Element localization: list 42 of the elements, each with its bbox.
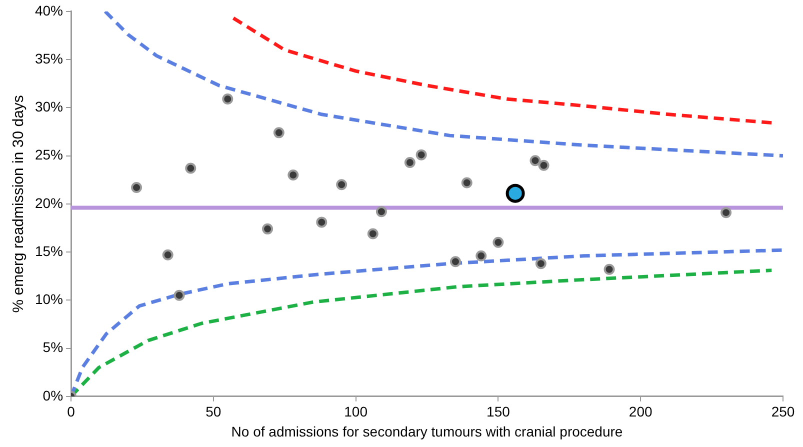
y-tick-label: 35% xyxy=(34,50,64,66)
point xyxy=(336,179,348,190)
y-tick-label: 30% xyxy=(34,98,64,115)
point xyxy=(506,184,525,203)
point xyxy=(492,236,504,248)
x-tick-label: 50 xyxy=(206,404,222,420)
x-tick-label: 0 xyxy=(67,404,76,420)
point xyxy=(538,160,550,171)
point xyxy=(720,207,732,218)
y-tick-label: 20% xyxy=(34,194,64,211)
x-tick-label: 200 xyxy=(628,404,652,420)
point xyxy=(174,290,185,301)
x-tick-label: 100 xyxy=(344,404,368,420)
point xyxy=(450,256,461,268)
x-axis-title: No of admissions for secondary tumours with cranial procedure xyxy=(231,423,623,440)
point xyxy=(222,93,234,104)
point xyxy=(131,182,142,194)
x-tick-label: 250 xyxy=(771,404,795,420)
point xyxy=(476,250,487,262)
y-tick-label: 5% xyxy=(42,339,64,356)
y-tick-label: 15% xyxy=(34,242,64,259)
point xyxy=(461,177,472,188)
point xyxy=(162,249,174,260)
point xyxy=(530,155,541,166)
point xyxy=(273,127,284,138)
point xyxy=(404,157,416,168)
point xyxy=(316,216,328,228)
point xyxy=(604,264,615,275)
point xyxy=(262,223,274,234)
point xyxy=(185,162,196,174)
point xyxy=(288,170,299,181)
y-tick-label: 0% xyxy=(42,387,64,404)
point xyxy=(416,149,427,160)
line-series xyxy=(103,11,783,158)
y-axis-title: % emerg readmission in 30 days xyxy=(10,95,28,313)
point xyxy=(367,228,378,240)
y-tick-label: 25% xyxy=(34,146,64,163)
y-tick-label: 10% xyxy=(34,291,64,308)
point xyxy=(535,258,546,270)
x-tick-label: 150 xyxy=(486,404,510,420)
point xyxy=(376,206,387,218)
y-tick-label: 40% xyxy=(34,2,64,18)
